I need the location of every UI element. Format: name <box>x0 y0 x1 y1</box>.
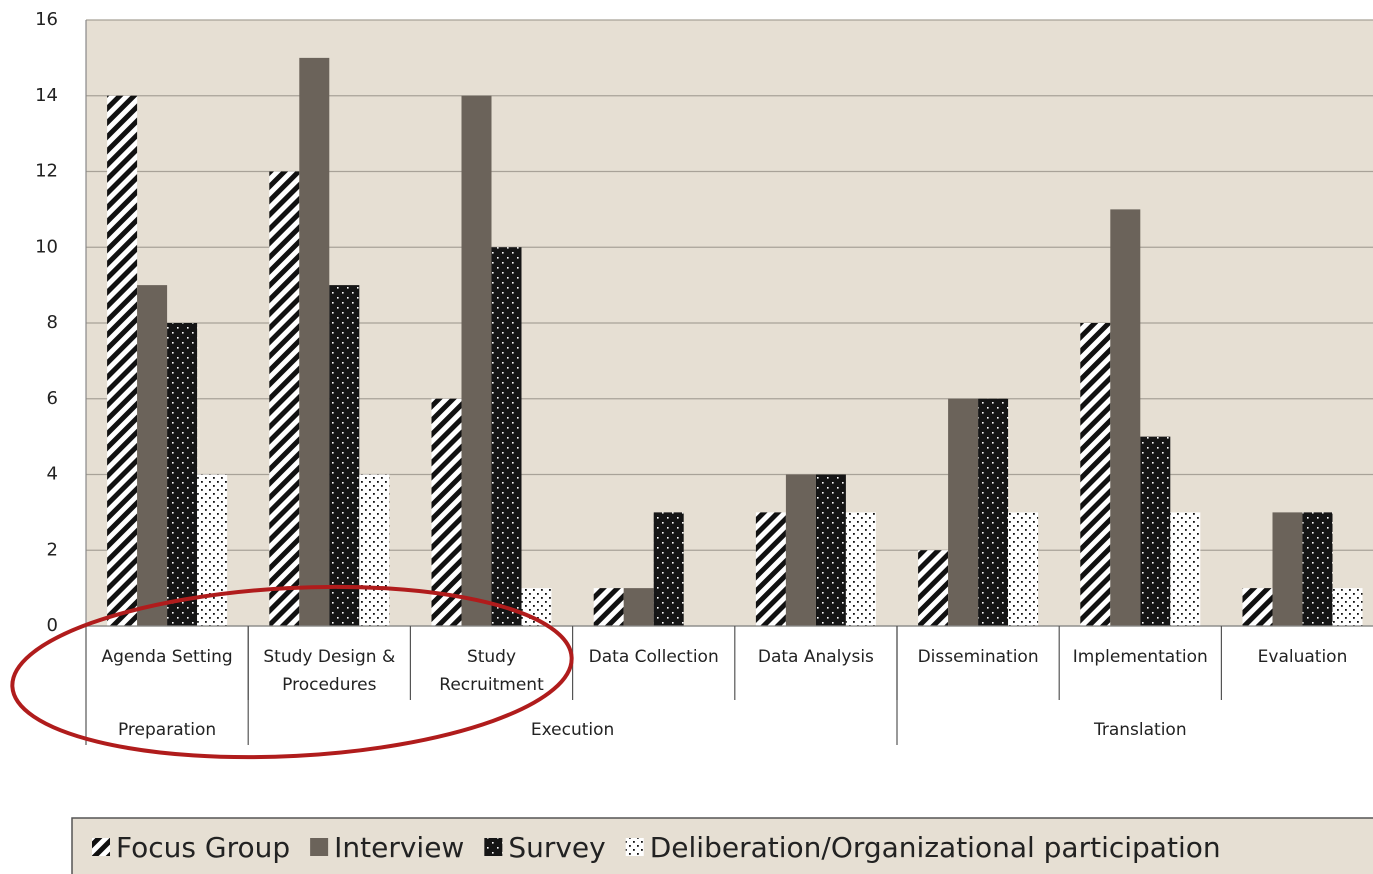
bar <box>1080 323 1111 626</box>
y-tick-label: 14 <box>35 85 58 106</box>
y-tick-label: 2 <box>47 539 58 560</box>
x-tick-label: Study Design & Procedures <box>263 647 396 695</box>
y-tick-label: 4 <box>47 464 58 485</box>
bar <box>329 285 360 626</box>
bar <box>491 247 522 626</box>
y-tick-label: 16 <box>35 9 58 30</box>
bar <box>978 398 1009 626</box>
bar <box>359 474 390 626</box>
y-tick-label: 8 <box>47 312 58 333</box>
bar <box>1332 588 1363 626</box>
bar <box>299 57 330 626</box>
group-label: Translation <box>1093 720 1187 740</box>
bar <box>593 588 624 626</box>
y-tick-label: 12 <box>35 161 58 182</box>
bar <box>948 398 979 626</box>
bar <box>623 588 654 626</box>
group-label: Execution <box>531 720 614 740</box>
legend-box <box>71 817 1373 874</box>
x-tick-label: Dissemination <box>917 647 1039 667</box>
bar <box>1272 512 1303 626</box>
legend-label: Survey <box>508 831 605 864</box>
bar <box>918 550 949 626</box>
legend-swatch <box>484 838 503 856</box>
legend-label: Focus Group <box>116 831 290 864</box>
legend-swatch <box>92 838 110 856</box>
bar <box>1242 588 1273 626</box>
x-tick-label: Agenda Setting <box>101 647 233 667</box>
y-tick-label: 10 <box>35 236 58 257</box>
bar <box>1170 512 1201 626</box>
bar <box>431 398 462 626</box>
bar <box>1008 512 1039 626</box>
bar <box>845 512 876 626</box>
bar <box>1302 512 1333 626</box>
bar <box>461 95 492 626</box>
x-tick-label: Data Collection <box>588 647 719 667</box>
legend-swatch <box>625 838 644 856</box>
bar <box>1140 436 1171 626</box>
highlight-ellipse <box>10 584 574 760</box>
legend-label: Deliberation/Organizational participatio… <box>650 831 1221 864</box>
y-tick-label: 0 <box>47 615 58 636</box>
bar <box>653 512 684 626</box>
bar <box>167 323 198 626</box>
bar <box>755 512 786 626</box>
y-tick-label: 6 <box>47 388 58 409</box>
bar <box>107 95 138 626</box>
x-tick-label: Evaluation <box>1257 647 1348 667</box>
bar <box>197 474 228 626</box>
x-tick-label: Study Recruitment <box>439 647 544 695</box>
legend-swatch <box>310 838 329 856</box>
bar <box>1110 209 1141 626</box>
bar <box>137 285 168 626</box>
bar <box>815 474 846 626</box>
bar <box>785 474 816 626</box>
legend-label: Interview <box>334 831 464 864</box>
bar <box>269 171 300 626</box>
x-tick-label: Implementation <box>1072 647 1208 667</box>
x-tick-label: Data Analysis <box>757 647 874 667</box>
group-label: Preparation <box>118 720 216 740</box>
